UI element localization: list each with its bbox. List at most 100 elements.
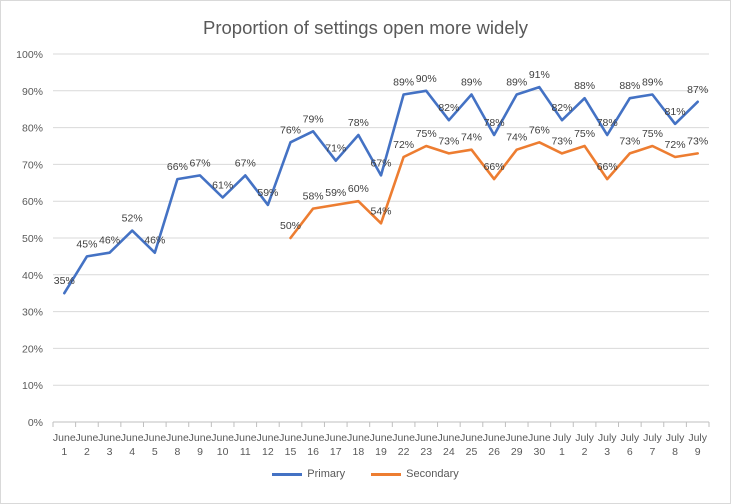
x-tick-label-month: June bbox=[370, 432, 393, 444]
data-label-secondary: 73% bbox=[687, 135, 708, 147]
x-tick-label-month: June bbox=[143, 432, 166, 444]
y-tick-label: 80% bbox=[22, 123, 43, 135]
data-label-primary: 82% bbox=[551, 102, 572, 114]
data-label-primary: 78% bbox=[597, 117, 618, 129]
data-label-primary: 59% bbox=[257, 187, 278, 199]
legend-item-primary[interactable]: Primary bbox=[272, 468, 345, 480]
data-label-primary: 88% bbox=[619, 80, 640, 92]
data-label-secondary: 50% bbox=[280, 220, 301, 232]
data-label-primary: 90% bbox=[416, 73, 437, 85]
x-tick-label-day: 26 bbox=[488, 446, 500, 458]
x-tick-label-day: 3 bbox=[107, 446, 113, 458]
x-tick-label-day: 11 bbox=[240, 446, 251, 458]
legend: Primary Secondary bbox=[1, 468, 730, 480]
legend-item-secondary[interactable]: Secondary bbox=[371, 468, 459, 480]
data-label-secondary: 75% bbox=[642, 128, 663, 140]
data-label-secondary: 75% bbox=[416, 128, 437, 140]
data-label-primary: 46% bbox=[144, 235, 165, 247]
y-tick-label: 90% bbox=[22, 86, 43, 98]
data-label-primary: 88% bbox=[574, 80, 595, 92]
x-tick-label-day: 22 bbox=[398, 446, 410, 458]
data-label-primary: 78% bbox=[484, 117, 505, 129]
x-tick-label-month: June bbox=[53, 432, 76, 444]
data-label-secondary: 75% bbox=[574, 128, 595, 140]
x-tick-label-month: June bbox=[211, 432, 234, 444]
data-label-primary: 82% bbox=[438, 102, 459, 114]
x-tick-label-day: 25 bbox=[466, 446, 478, 458]
data-label-secondary: 59% bbox=[325, 187, 346, 199]
data-label-secondary: 60% bbox=[348, 183, 369, 195]
data-label-primary: 79% bbox=[303, 113, 324, 125]
data-label-secondary: 58% bbox=[303, 191, 324, 203]
data-label-primary: 67% bbox=[370, 157, 391, 169]
data-label-primary: 89% bbox=[393, 76, 414, 88]
x-tick-label-day: 17 bbox=[330, 446, 342, 458]
x-tick-label-month: July bbox=[553, 432, 572, 444]
x-tick-label-month: June bbox=[302, 432, 325, 444]
data-label-secondary: 73% bbox=[619, 135, 640, 147]
data-label-primary: 66% bbox=[167, 161, 188, 173]
x-tick-label-month: June bbox=[437, 432, 460, 444]
data-label-secondary: 74% bbox=[506, 132, 527, 144]
data-label-primary: 45% bbox=[76, 238, 97, 250]
x-tick-label-day: 6 bbox=[627, 446, 633, 458]
x-tick-label-month: July bbox=[620, 432, 639, 444]
x-tick-label-day: 19 bbox=[375, 446, 387, 458]
x-tick-label-day: 10 bbox=[217, 446, 229, 458]
data-label-secondary: 73% bbox=[438, 135, 459, 147]
x-tick-label-month: June bbox=[279, 432, 302, 444]
data-label-secondary: 72% bbox=[393, 139, 414, 151]
y-tick-label: 20% bbox=[22, 343, 43, 355]
data-label-secondary: 72% bbox=[665, 139, 686, 151]
x-tick-label-month: June bbox=[415, 432, 438, 444]
x-tick-label-month: June bbox=[189, 432, 212, 444]
x-tick-label-month: June bbox=[76, 432, 99, 444]
x-tick-label-month: June bbox=[528, 432, 551, 444]
x-tick-label-month: June bbox=[121, 432, 144, 444]
series-line-primary bbox=[63, 85, 699, 295]
x-tick-label-day: 16 bbox=[307, 446, 319, 458]
x-tick-label-day: 23 bbox=[420, 446, 432, 458]
x-tick-label-day: 2 bbox=[582, 446, 588, 458]
data-label-primary: 67% bbox=[235, 157, 256, 169]
x-tick-label-day: 24 bbox=[443, 446, 455, 458]
data-label-primary: 71% bbox=[325, 143, 346, 155]
y-tick-label: 0% bbox=[28, 417, 43, 429]
x-tick-label-day: 9 bbox=[695, 446, 701, 458]
legend-label-secondary: Secondary bbox=[406, 468, 459, 480]
x-tick-label-month: June bbox=[257, 432, 280, 444]
x-tick-label-month: July bbox=[598, 432, 617, 444]
legend-swatch-secondary bbox=[371, 472, 402, 476]
y-tick-label: 40% bbox=[22, 270, 43, 282]
data-label-primary: 87% bbox=[687, 84, 708, 96]
x-tick-label-day: 18 bbox=[353, 446, 365, 458]
x-tick-label-day: 1 bbox=[61, 446, 67, 458]
x-tick-label-day: 9 bbox=[197, 446, 203, 458]
y-tick-label: 60% bbox=[22, 196, 43, 208]
x-tick-label-month: June bbox=[347, 432, 370, 444]
x-tick-label-month: June bbox=[483, 432, 506, 444]
data-label-primary: 78% bbox=[348, 117, 369, 129]
y-tick-label: 50% bbox=[22, 233, 43, 245]
x-tick-label-month: July bbox=[688, 432, 707, 444]
x-tick-label-day: 4 bbox=[129, 446, 135, 458]
x-tick-label-month: June bbox=[234, 432, 257, 444]
data-label-primary: 76% bbox=[280, 124, 301, 136]
data-label-primary: 35% bbox=[54, 275, 75, 287]
x-tick-label-day: 8 bbox=[174, 446, 180, 458]
y-tick-label: 70% bbox=[22, 159, 43, 171]
series-line-secondary bbox=[289, 141, 699, 240]
data-label-primary: 52% bbox=[122, 213, 143, 225]
x-tick-label-day: 1 bbox=[559, 446, 565, 458]
x-tick-label-month: June bbox=[324, 432, 347, 444]
x-tick-label-month: July bbox=[666, 432, 685, 444]
chart-title: Proportion of settings open more widely bbox=[203, 17, 528, 38]
x-tick-label-month: June bbox=[392, 432, 415, 444]
data-label-primary: 81% bbox=[665, 106, 686, 118]
x-tick-label-day: 29 bbox=[511, 446, 523, 458]
x-tick-label-day: 5 bbox=[152, 446, 158, 458]
x-tick-label-month: June bbox=[98, 432, 121, 444]
data-label-secondary: 74% bbox=[461, 132, 482, 144]
data-label-primary: 46% bbox=[99, 235, 120, 247]
